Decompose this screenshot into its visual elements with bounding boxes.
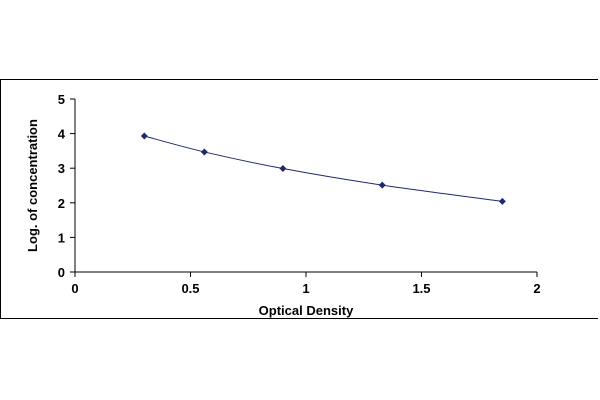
y-tick-label: 0	[58, 265, 65, 280]
axes	[74, 99, 537, 273]
x-tick-label: 1.5	[412, 281, 430, 296]
y-axis-label: Log. of concentration	[25, 119, 40, 252]
data-point	[140, 132, 148, 140]
chart-plot: 0 0.5 1 1.5 2 0 1 2 3 4 5 Optical Density Log. of…	[25, 92, 541, 318]
x-tick-label: 0.5	[181, 281, 199, 296]
trend-line	[144, 135, 503, 202]
y-tick-label: 5	[58, 92, 65, 107]
x-tick-label: 2	[533, 281, 540, 296]
y-tick-label: 3	[58, 161, 65, 176]
y-tick-label: 1	[58, 230, 65, 245]
x-tick-label: 1	[302, 281, 309, 296]
data-point	[279, 165, 287, 173]
y-ticks: 0 1 2 3 4 5	[58, 92, 75, 280]
x-ticks: 0 0.5 1 1.5 2	[71, 272, 541, 296]
chart-frame: 0 0.5 1 1.5 2 0 1 2 3 4 5 Optical Density Log. of…	[0, 79, 598, 319]
x-tick-label: 0	[71, 281, 78, 296]
data-point	[498, 197, 506, 205]
y-tick-label: 4	[58, 127, 66, 142]
data-point	[200, 148, 208, 156]
data-points	[140, 132, 506, 205]
data-point	[378, 181, 386, 189]
y-tick-label: 2	[58, 196, 65, 211]
x-axis-label: Optical Density	[259, 303, 354, 318]
